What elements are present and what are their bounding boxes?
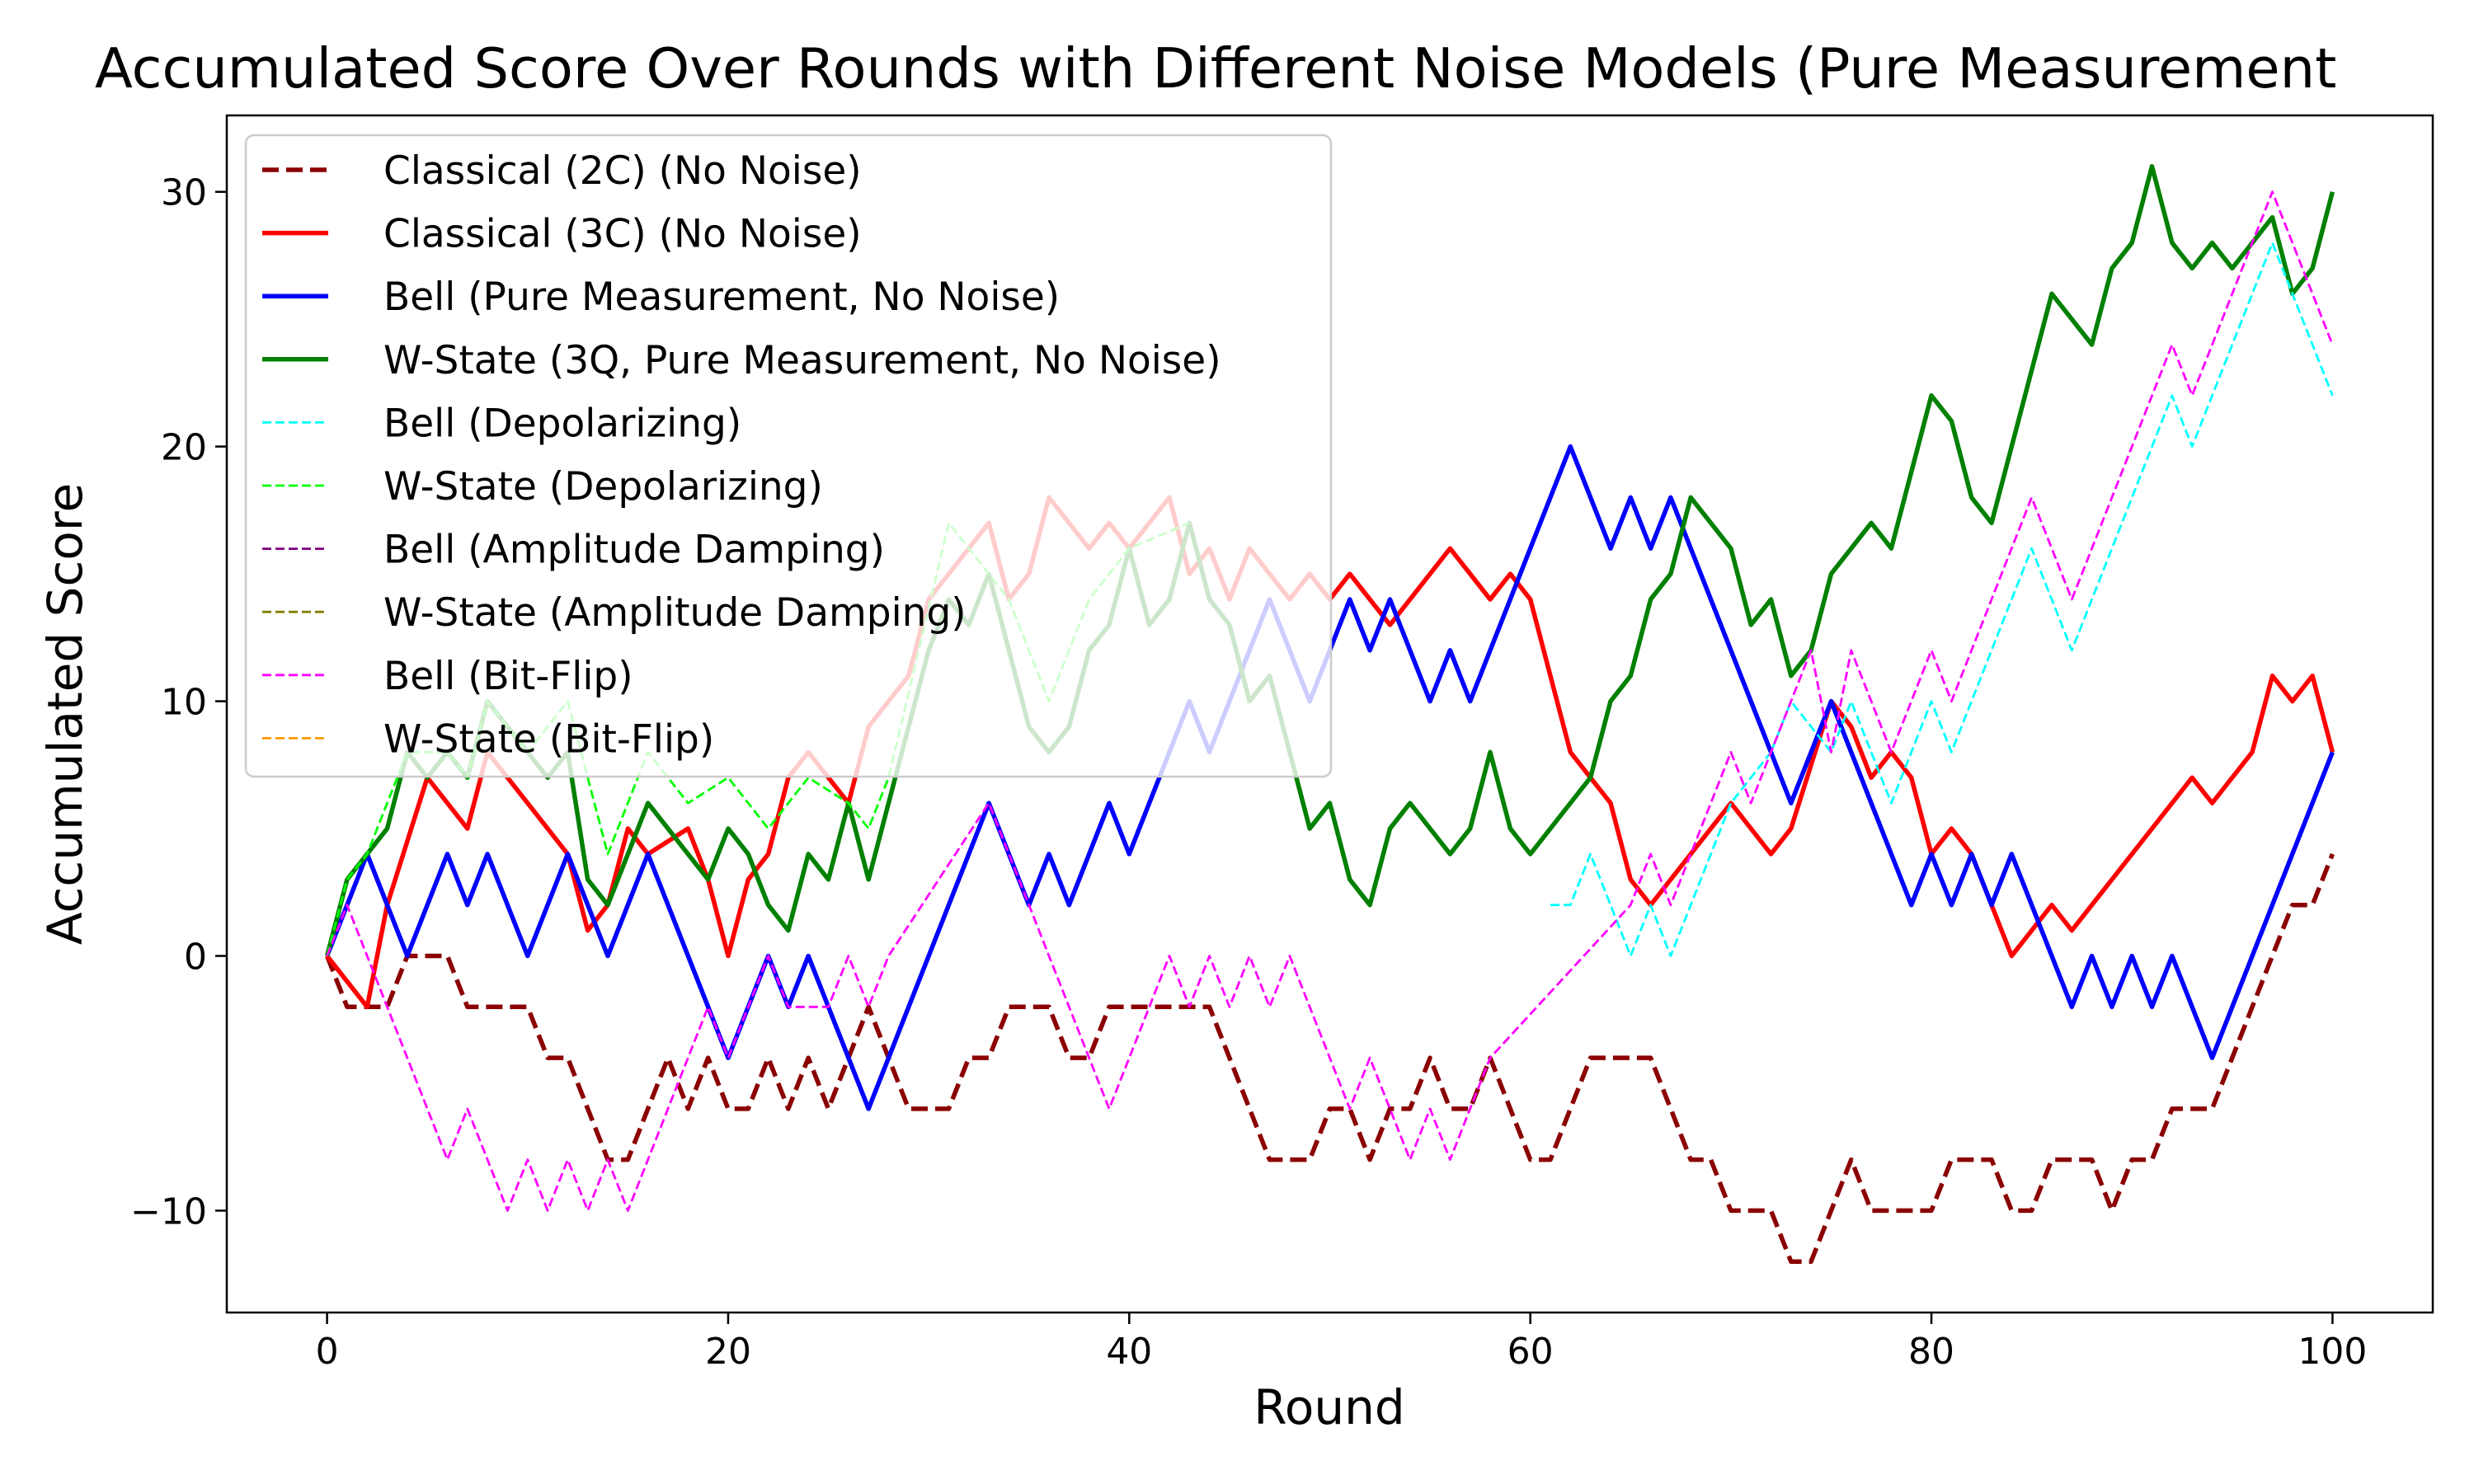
legend-label: Classical (2C) (No Noise) (383, 148, 862, 194)
x-tick-label: 40 (1106, 1331, 1152, 1373)
series-line-bell-bit-flip (326, 190, 2334, 1212)
legend-box (244, 134, 1333, 778)
y-axis: −10 0 10 20 30 (130, 172, 227, 1233)
x-axis-label: Round (1253, 1379, 1405, 1435)
legend-label: W-State (Bit-Flip) (383, 716, 714, 762)
legend-label: Bell (Depolarizing) (383, 401, 741, 446)
series-line-classical-2c-no-noise (325, 852, 2335, 1264)
x-tick-label: 0 (316, 1331, 339, 1373)
x-tick-label: 100 (2298, 1331, 2367, 1373)
legend-label: W-State (3Q, Pure Measurement, No Noise) (383, 338, 1221, 383)
y-axis-label: Accumulated Score (37, 483, 93, 945)
series-line-bell-pure-measurement-no-noise (325, 444, 2335, 1111)
chart-title: Accumulated Score Over Rounds with Diffe… (95, 36, 2336, 101)
plot-area-border (225, 114, 2434, 1314)
y-tick-label: 0 (184, 936, 207, 978)
legend-label: Bell (Bit-Flip) (383, 654, 633, 699)
legend-label: Classical (3C) (No Noise) (383, 212, 862, 257)
y-tick-label: 20 (161, 427, 207, 469)
y-tick-label: 30 (161, 172, 207, 214)
legend: Classical (2C) (No Noise) Classical (3C) … (244, 134, 1333, 778)
legend-label: Bell (Amplitude Damping) (383, 528, 885, 573)
series-line-bell-depolarizing (1550, 242, 2334, 957)
legend-label: W-State (Depolarizing) (383, 464, 823, 510)
x-tick-label: 20 (705, 1331, 751, 1373)
x-tick-label: 80 (1908, 1331, 1954, 1373)
x-axis: 0 20 40 60 80 100 (316, 1313, 2367, 1373)
y-tick-label: −10 (130, 1190, 207, 1233)
y-tick-label: 10 (161, 682, 207, 724)
legend-label: Bell (Pure Measurement, No Noise) (383, 275, 1060, 320)
x-tick-label: 60 (1507, 1331, 1554, 1373)
legend-label: W-State (Amplitude Damping) (383, 590, 967, 636)
